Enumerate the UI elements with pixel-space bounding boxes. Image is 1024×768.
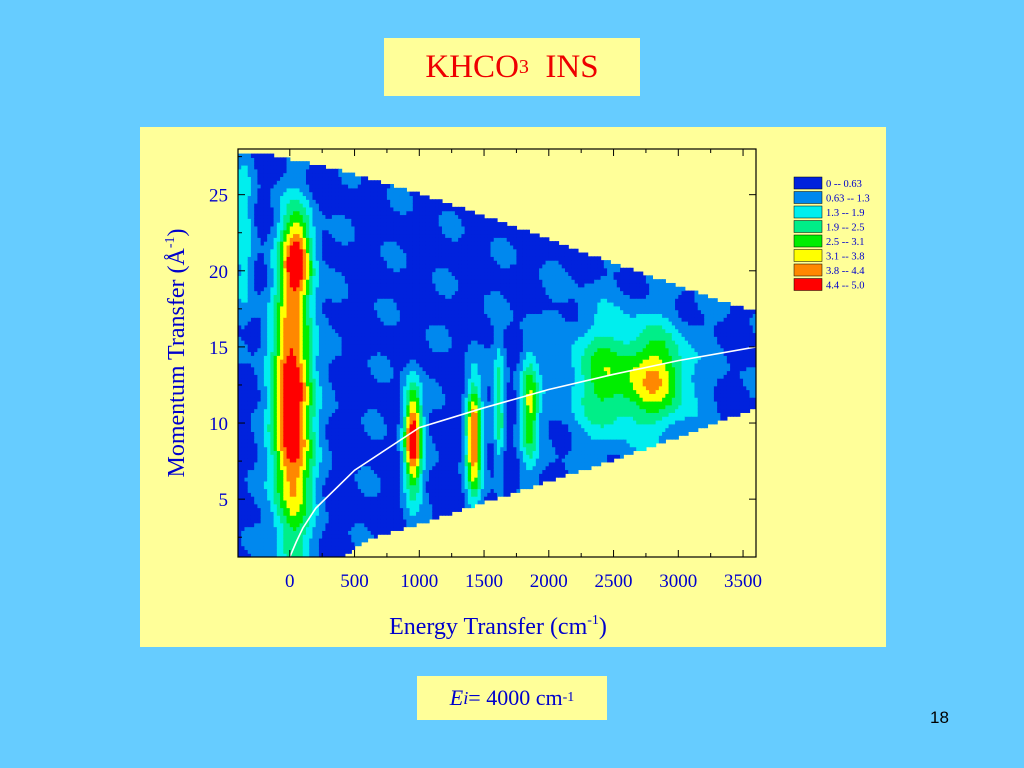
heatmap-cell — [364, 176, 368, 180]
title-rest: INS — [545, 49, 598, 86]
heatmap-cell — [377, 180, 381, 184]
heatmap-cell — [351, 546, 355, 550]
heatmap-cell — [364, 538, 368, 542]
heatmap-cell — [306, 161, 310, 165]
title-main: KHCO — [425, 49, 519, 86]
heatmap-cell — [358, 542, 362, 546]
title-subscript: 3 — [519, 56, 529, 79]
heatmap-cell — [338, 169, 342, 173]
heatmap-cell — [374, 534, 378, 538]
heatmap-cell — [348, 549, 352, 553]
heatmap-cell — [287, 157, 291, 161]
heatmap-cell — [270, 154, 274, 158]
heatmap-cell — [322, 165, 326, 169]
heatmap-cell — [351, 173, 355, 177]
heatmap-cell — [387, 530, 391, 534]
heatmap-cells — [238, 154, 757, 558]
chart-panel: 0 500 1000 1500 2000 2500 3000 3500 5 10 15 20 25 0 … — [140, 127, 886, 647]
heatmap-cell — [390, 184, 394, 188]
slide-title: KHCO 3 INS — [384, 38, 640, 96]
